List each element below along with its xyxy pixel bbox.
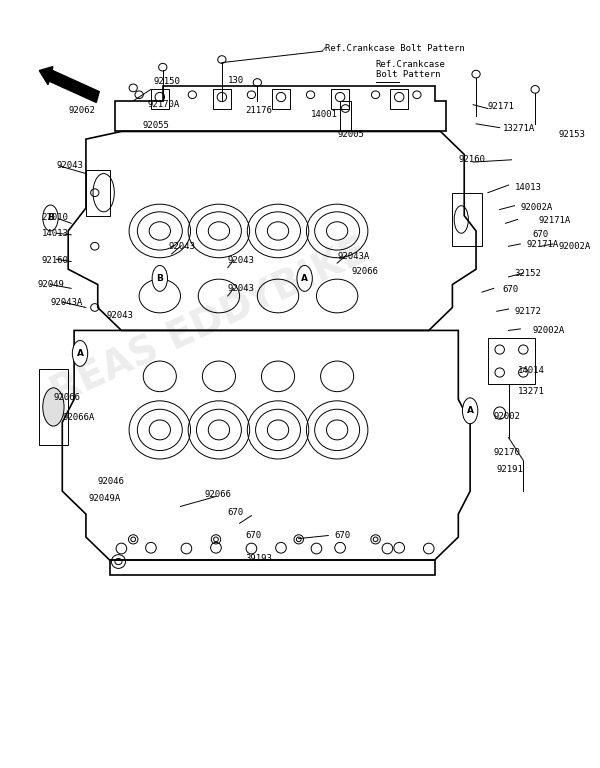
Bar: [38, 369, 68, 445]
Text: 92160: 92160: [458, 155, 485, 164]
Ellipse shape: [463, 398, 478, 424]
Text: 130: 130: [228, 76, 244, 84]
Text: 92043: 92043: [56, 161, 83, 170]
Text: 14013: 14013: [41, 229, 68, 238]
Text: 32152: 32152: [514, 270, 541, 278]
Text: 670: 670: [503, 285, 519, 293]
Text: 92066: 92066: [204, 490, 231, 498]
Bar: [391, 89, 408, 108]
Text: B: B: [47, 214, 54, 223]
Text: 92055: 92055: [142, 121, 169, 130]
Bar: [452, 193, 482, 247]
Text: 92002A: 92002A: [520, 204, 553, 213]
Text: 14014: 14014: [517, 366, 544, 376]
FancyArrow shape: [40, 67, 99, 102]
Text: A: A: [301, 274, 308, 283]
Text: 21176: 21176: [245, 106, 272, 115]
Text: 92171A: 92171A: [538, 216, 571, 225]
Text: 92043: 92043: [228, 284, 254, 293]
Ellipse shape: [297, 266, 313, 291]
Text: 39193: 39193: [245, 554, 272, 563]
Text: 92171: 92171: [488, 101, 515, 111]
Bar: [331, 89, 349, 108]
Text: 92046: 92046: [98, 477, 125, 485]
Text: 92170: 92170: [494, 449, 521, 458]
Text: 92172: 92172: [514, 306, 541, 316]
Text: 92150: 92150: [154, 78, 181, 86]
Text: A: A: [77, 349, 83, 358]
Text: 92160: 92160: [41, 256, 68, 264]
Text: 92002: 92002: [494, 412, 521, 421]
Text: 670: 670: [228, 508, 244, 517]
Text: 670: 670: [532, 230, 548, 240]
Text: 92043: 92043: [107, 310, 133, 319]
Text: 27010: 27010: [41, 214, 68, 223]
Text: 13271A: 13271A: [503, 124, 535, 133]
Text: 92153: 92153: [559, 130, 586, 139]
Text: A: A: [467, 406, 473, 415]
Bar: [151, 89, 169, 108]
Text: 92066A: 92066A: [62, 413, 95, 422]
Text: 92062: 92062: [68, 105, 95, 114]
Text: 92066: 92066: [352, 267, 379, 276]
Text: 92049: 92049: [37, 280, 64, 289]
Text: 92171A: 92171A: [526, 240, 559, 250]
Text: 92191: 92191: [497, 465, 524, 474]
Text: 92043A: 92043A: [50, 299, 83, 307]
Text: Bolt Pattern: Bolt Pattern: [376, 70, 440, 78]
Text: B: B: [157, 274, 163, 283]
Bar: [86, 170, 110, 216]
Ellipse shape: [152, 266, 167, 291]
Text: 92005: 92005: [337, 130, 364, 139]
Text: 92049A: 92049A: [89, 495, 121, 503]
Text: 92002A: 92002A: [559, 242, 591, 251]
Bar: [272, 89, 290, 108]
Text: 13271: 13271: [517, 387, 544, 396]
Text: 14001: 14001: [311, 110, 337, 119]
Bar: [213, 89, 231, 108]
Bar: [340, 101, 351, 131]
Text: 92043: 92043: [228, 257, 254, 265]
Text: 92066: 92066: [53, 393, 80, 402]
Text: 14013: 14013: [514, 183, 541, 192]
Text: 670: 670: [334, 531, 350, 540]
Text: 670: 670: [245, 531, 262, 540]
Text: Ref.Crankcase: Ref.Crankcase: [376, 60, 445, 68]
Text: 92170A: 92170A: [148, 100, 180, 109]
Text: 92043A: 92043A: [337, 252, 370, 260]
Text: 92002A: 92002A: [532, 326, 565, 335]
Ellipse shape: [43, 388, 64, 426]
Text: 92043: 92043: [169, 242, 196, 251]
Ellipse shape: [43, 205, 58, 231]
Text: Ref.Crankcase Bolt Pattern: Ref.Crankcase Bolt Pattern: [325, 45, 465, 53]
Ellipse shape: [73, 340, 88, 366]
Text: REAS EDDYBIKE: REAS EDDYBIKE: [46, 233, 374, 413]
